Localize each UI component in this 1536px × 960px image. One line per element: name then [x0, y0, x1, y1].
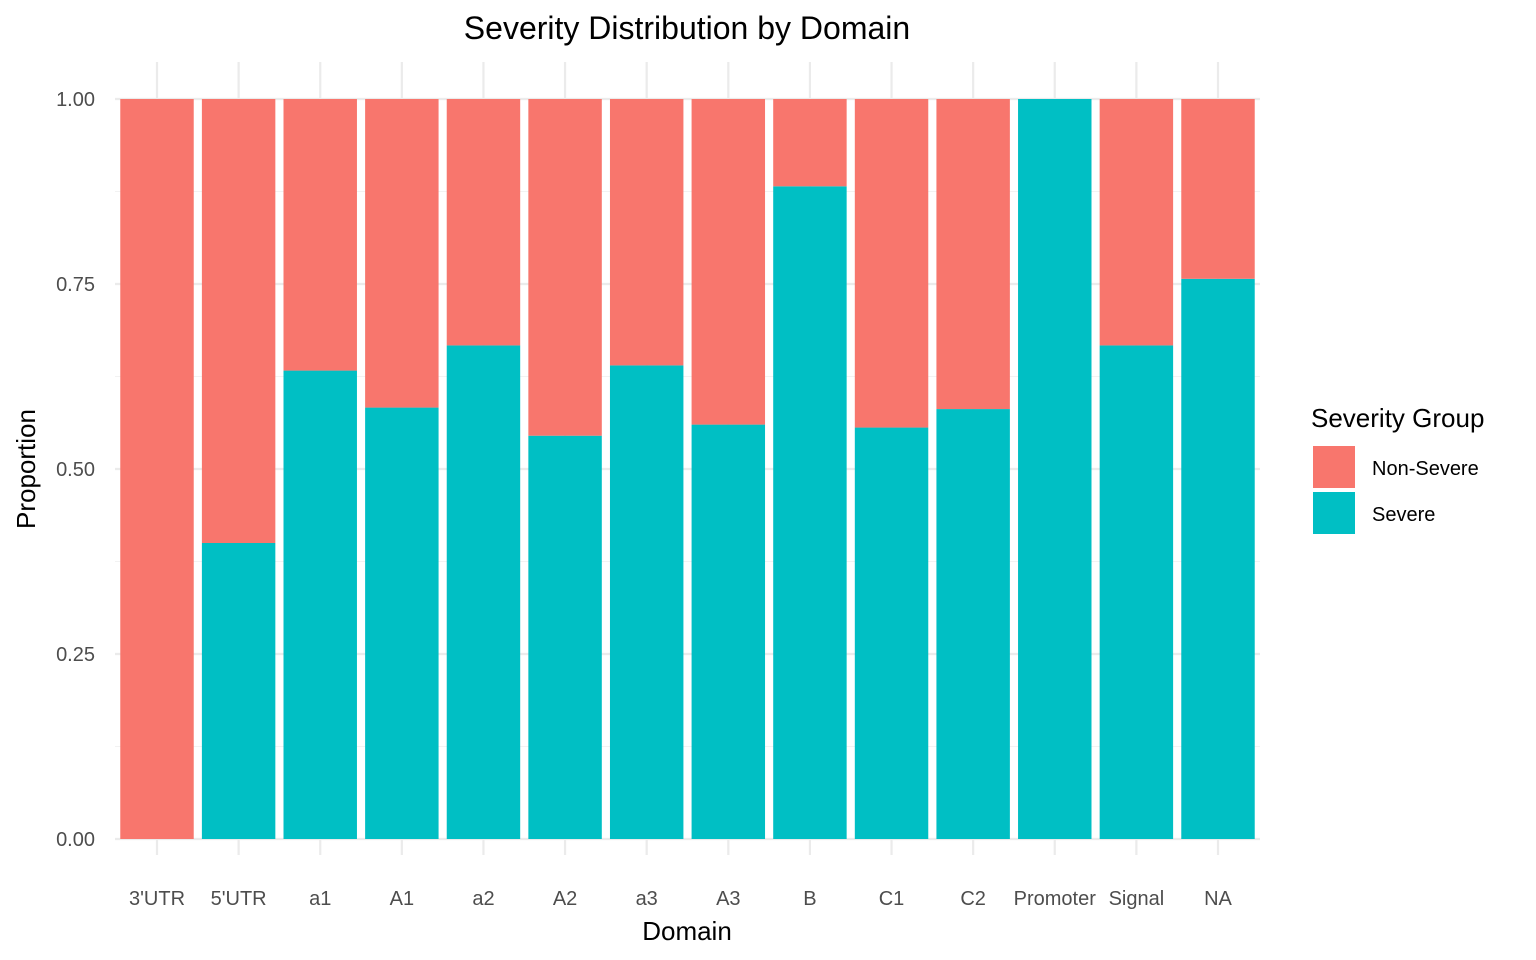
x-tick-label: A1	[390, 888, 414, 910]
legend-key	[1313, 446, 1355, 488]
bar-segment-severe	[1099, 345, 1174, 839]
bar-segment-non-severe	[201, 99, 276, 543]
legend-key	[1313, 492, 1355, 534]
bar-segment-non-severe	[120, 99, 194, 839]
x-tick-label: C1	[879, 888, 905, 910]
y-tick-label: 0.75	[56, 274, 95, 296]
bar-segment-non-severe	[773, 99, 847, 187]
x-tick-label: 5'UTR	[211, 888, 267, 910]
x-tick-label: A3	[716, 888, 740, 910]
x-tick-label: 3'UTR	[129, 888, 185, 910]
y-tick-label: 1.00	[56, 89, 95, 111]
bar-segment-severe	[446, 345, 521, 839]
x-tick-label: B	[803, 888, 816, 910]
x-axis-ticks: 3'UTR 5'UTR a1 A1 a2 A2 a3 A3 B C1 C2 Promoter Signa…	[129, 888, 1233, 910]
bar-segment-non-severe	[283, 99, 357, 371]
bar-segment-severe	[283, 370, 357, 839]
x-tick-label: NA	[1204, 888, 1232, 910]
bar-segment-severe	[1018, 99, 1092, 839]
bar-segment-severe	[936, 409, 1010, 839]
y-tick-label: 0.00	[56, 829, 95, 851]
bar-segment-non-severe	[691, 99, 766, 425]
bar-segment-non-severe	[1099, 99, 1174, 346]
bar-segment-severe	[365, 407, 439, 839]
y-axis-ticks: 0.00 0.25 0.50 0.75 1.00	[56, 89, 95, 851]
legend-label: Severe	[1372, 504, 1435, 526]
y-tick-label: 0.25	[56, 644, 95, 666]
x-tick-label: C2	[960, 888, 986, 910]
bar-segment-non-severe	[365, 99, 439, 408]
y-tick-label: 0.50	[56, 459, 95, 481]
bar-segment-non-severe	[446, 99, 521, 346]
bar-segment-severe	[609, 365, 684, 839]
bar-segment-non-severe	[528, 99, 602, 436]
legend: Severity Group Non-Severe Severe	[1311, 403, 1484, 534]
bar-segment-severe	[854, 427, 929, 839]
bar-segment-severe	[528, 435, 602, 839]
bar-segment-non-severe	[936, 99, 1010, 410]
bar-segment-non-severe	[609, 99, 684, 366]
x-tick-label: A2	[553, 888, 577, 910]
x-tick-label: a1	[309, 888, 331, 910]
bar-segment-non-severe	[854, 99, 929, 428]
legend-label: Non-Severe	[1372, 458, 1479, 480]
chart-title: Severity Distribution by Domain	[464, 10, 910, 46]
x-axis-title: Domain	[642, 916, 732, 946]
bar-segment-severe	[1181, 278, 1255, 839]
legend-title: Severity Group	[1311, 403, 1484, 433]
bar-segment-severe	[773, 186, 847, 839]
y-axis-title: Proportion	[11, 409, 41, 529]
x-tick-label: a3	[636, 888, 658, 910]
legend-items: Non-Severe Severe	[1313, 446, 1479, 534]
x-tick-label: Signal	[1109, 888, 1165, 910]
bars-layer	[120, 99, 1255, 839]
bar-segment-severe	[201, 543, 276, 839]
x-tick-label: Promoter	[1014, 888, 1097, 910]
bar-segment-severe	[691, 424, 766, 839]
bar-segment-non-severe	[1181, 99, 1255, 279]
x-tick-label: a2	[472, 888, 494, 910]
